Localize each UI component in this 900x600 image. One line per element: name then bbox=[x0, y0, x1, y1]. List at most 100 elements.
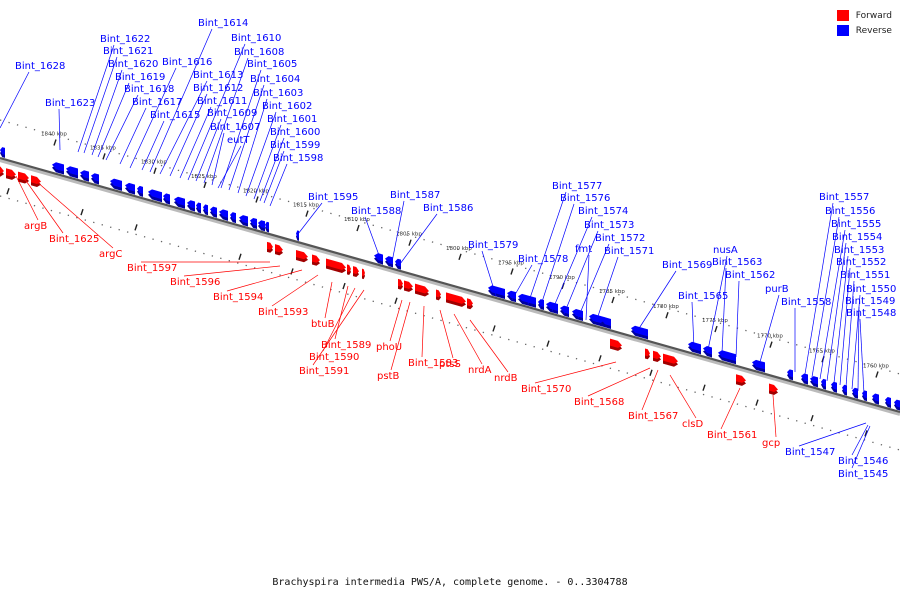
reverse-gene-label: Bint_1600 bbox=[270, 127, 320, 138]
scale-tick bbox=[875, 371, 879, 378]
reverse-gene-label-leader bbox=[595, 256, 619, 323]
forward-gene-label-leader bbox=[183, 265, 281, 277]
reverse-gene bbox=[872, 393, 879, 402]
forward-gene-label: Bint_1590 bbox=[309, 352, 359, 363]
reverse-gene-label-leader bbox=[804, 202, 834, 375]
reverse-gene-label-leader bbox=[585, 254, 590, 321]
reverse-gene-label: nusA bbox=[713, 245, 738, 256]
reverse-gene bbox=[265, 221, 269, 230]
forward-gene-label-leader bbox=[322, 287, 356, 352]
reverse-gene-label: Bint_1607 bbox=[210, 122, 260, 133]
reverse-gene bbox=[395, 258, 401, 267]
reverse-gene-label-leader bbox=[129, 67, 177, 169]
reverse-gene bbox=[91, 173, 99, 182]
reverse-gene bbox=[210, 206, 217, 215]
reverse-gene bbox=[258, 220, 265, 229]
reverse-gene-label-leader bbox=[220, 69, 262, 189]
forward-gene-label: Bint_1589 bbox=[321, 340, 371, 351]
forward-gene bbox=[736, 374, 746, 383]
forward-gene bbox=[18, 171, 29, 181]
reverse-gene bbox=[296, 230, 299, 238]
reverse-gene bbox=[752, 359, 765, 370]
forward-gene-label-leader bbox=[389, 299, 403, 342]
forward-swatch bbox=[836, 10, 849, 21]
scale-tick bbox=[769, 341, 773, 348]
scale-label: 1825 kbp bbox=[191, 174, 217, 180]
reverse-gene-label-leader bbox=[399, 213, 438, 265]
forward-gene bbox=[0, 166, 4, 174]
reverse-swatch bbox=[836, 25, 849, 36]
reverse-gene-label-leader bbox=[195, 118, 222, 182]
reverse-gene-label-leader bbox=[97, 82, 130, 158]
reverse-gene-label-leader bbox=[851, 424, 869, 456]
reverse-gene bbox=[894, 399, 900, 408]
reverse-gene bbox=[488, 285, 505, 297]
scale-tick bbox=[458, 253, 462, 261]
reverse-gene bbox=[125, 182, 135, 192]
reverse-gene-label-leader bbox=[269, 163, 288, 207]
scale-label: 1810 kbp bbox=[344, 217, 370, 223]
forward-gene bbox=[362, 268, 365, 277]
scale-label: 1785 kbp bbox=[599, 289, 625, 295]
forward-gene-label: Bint_1596 bbox=[170, 277, 220, 288]
reverse-gene-label-leader bbox=[105, 94, 139, 161]
reverse-gene-label-leader bbox=[0, 71, 30, 129]
reverse-gene-label: Bint_1551 bbox=[840, 270, 890, 281]
forward-gene-label-leader bbox=[772, 394, 777, 438]
reverse-gene bbox=[703, 346, 712, 355]
reverse-gene-label-leader bbox=[77, 44, 115, 153]
forward-gene-label-leader bbox=[534, 361, 617, 384]
forward-gene-label: argB bbox=[24, 221, 47, 232]
reverse-gene-label-leader bbox=[563, 230, 599, 315]
legend-label-forward: Forward bbox=[855, 10, 892, 21]
scale-label: 1775 kbp bbox=[702, 318, 728, 324]
reverse-gene-label-leader bbox=[857, 306, 860, 392]
lower-tick bbox=[342, 282, 346, 290]
forward-gene-label: Bint_1568 bbox=[574, 397, 624, 408]
forward-gene-label-leader bbox=[469, 319, 509, 373]
reverse-gene-label-leader bbox=[833, 255, 849, 384]
reverse-gene-label-leader bbox=[851, 425, 871, 469]
reverse-gene bbox=[66, 166, 78, 176]
reverse-gene-label: Bint_1563 bbox=[712, 257, 762, 268]
legend-item-forward: Forward bbox=[836, 8, 892, 23]
lower-tick bbox=[649, 369, 653, 376]
forward-gene bbox=[415, 283, 429, 294]
reverse-gene-label-leader bbox=[83, 56, 118, 154]
reverse-gene-label: Bint_1620 bbox=[108, 59, 158, 70]
reverse-gene bbox=[163, 193, 170, 202]
scale-tick bbox=[102, 153, 106, 160]
reverse-gene-label: Bint_1548 bbox=[846, 308, 896, 319]
reverse-gene bbox=[385, 256, 393, 265]
scale-label: 1815 kbp bbox=[293, 203, 319, 209]
reverse-gene-label: Bint_1621 bbox=[103, 46, 153, 57]
genome-backbone bbox=[0, 156, 900, 416]
reverse-gene-label-leader bbox=[245, 111, 277, 197]
forward-gene-label: Bint_1561 bbox=[707, 430, 757, 441]
lower-tick bbox=[702, 384, 706, 391]
reverse-gene-label: Bint_1550 bbox=[846, 284, 896, 295]
reverse-gene-label: Bint_1615 bbox=[150, 110, 200, 121]
reverse-gene-label-leader bbox=[481, 250, 497, 297]
reverse-gene-label-leader bbox=[551, 216, 593, 312]
reverse-gene-label-leader bbox=[141, 120, 165, 171]
forward-gene-label-leader bbox=[439, 309, 454, 359]
lower-tick bbox=[755, 399, 759, 406]
reverse-gene-label: Bint_1573 bbox=[584, 220, 634, 231]
reverse-gene bbox=[572, 309, 583, 319]
forward-gene-label-leader bbox=[334, 285, 349, 340]
forward-gene bbox=[404, 280, 413, 289]
reverse-gene bbox=[852, 387, 858, 396]
forward-gene-label-leader bbox=[453, 313, 483, 365]
forward-gene-label: Bint_1591 bbox=[299, 366, 349, 377]
reverse-gene-label: Bint_1605 bbox=[247, 59, 297, 70]
scale-tick bbox=[305, 210, 309, 217]
reverse-gene-label-leader bbox=[91, 69, 123, 156]
reverse-gene-label: Bint_1588 bbox=[351, 206, 401, 217]
reverse-gene bbox=[787, 369, 793, 378]
lower-tick bbox=[546, 340, 550, 347]
reverse-gene-label: Bint_1579 bbox=[468, 240, 518, 251]
reverse-gene-label: Bint_1599 bbox=[270, 140, 320, 151]
reverse-gene-label-leader bbox=[169, 93, 208, 177]
